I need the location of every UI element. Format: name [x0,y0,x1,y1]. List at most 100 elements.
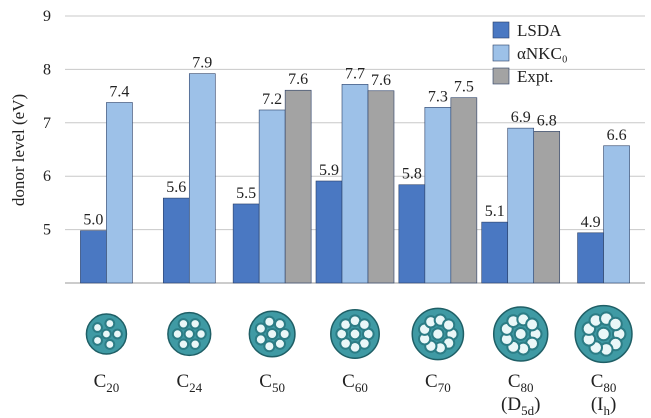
molecule-ring [263,340,276,353]
molecule-ring [278,327,291,341]
molecule-ring [254,333,267,346]
legend-swatch [492,21,510,39]
value-label: 7.5 [454,79,474,96]
x-tick-label-sub: 20 [106,380,119,395]
molecule-core [266,327,279,341]
x-tick-label: C20 [94,371,120,395]
bar [188,73,216,284]
x-tick-label-end: ) [534,394,540,415]
value-label: 5.8 [402,166,422,183]
x-tick-label-sub: 70 [438,380,451,395]
bar [232,203,260,284]
molecule-core [101,328,112,340]
x-tick-label-main: C [342,371,355,392]
molecule-ring [608,316,623,332]
molecule-ring [273,318,286,331]
x-tick-label-sub: 80 [603,380,616,395]
molecule-ring [177,318,190,330]
value-label: 7.2 [262,91,282,108]
x-tick-label-sub: 24 [189,380,203,395]
value-label: 7.6 [371,72,391,89]
bar [367,90,395,284]
x-tick-label-line2: (D5d) [501,394,540,418]
value-label: 7.3 [428,88,448,105]
x-tick-label-main: C [176,371,189,392]
molecule-ring [92,322,103,333]
value-label: 7.7 [345,65,365,82]
legend-label: αNKC₀ [517,44,568,63]
value-label: 7.4 [109,84,129,101]
molecule-core [431,327,445,341]
value-label: 6.8 [537,112,557,129]
molecule-core [183,328,195,340]
value-label: 7.6 [288,71,308,88]
x-tick-label-sub: 80 [521,380,534,395]
molecule-ring [104,318,116,329]
x-tick-label-sub: h [603,403,610,418]
value-label: 4.9 [581,214,601,231]
molecule-ring [358,318,371,331]
x-tick-label: C60 [342,371,368,395]
value-label: 5.0 [83,212,103,229]
bar [162,197,190,284]
molecule-icon [167,311,212,357]
value-label: 5.9 [319,162,339,179]
molecule-ring [525,317,540,332]
y-axis-label: donor level (eV) [9,94,28,206]
bar [481,221,509,284]
legend-label: Expt. [517,67,553,86]
x-tick-label-main: C [94,371,107,392]
x-tick-label-main: C [591,371,604,392]
bar [341,84,369,284]
molecule-ring [263,315,276,328]
bar [106,102,133,284]
x-tick-label: C50 [259,371,285,395]
molecule-ring [273,337,286,350]
bar [398,184,426,284]
x-tick-label-main: C [508,371,521,392]
molecule-ring [104,339,116,350]
molecule-ring [177,338,190,350]
value-label: 6.6 [607,127,627,144]
x-tick-label-sub: 5d [521,403,535,418]
molecule-icon [85,313,128,355]
molecule-icon [574,304,633,364]
x-tick-label: C80 [508,371,534,395]
bar [284,89,312,284]
bar [507,127,535,284]
bar [577,232,604,284]
y-tick-label: 6 [43,168,51,185]
x-tick-label-main: C [425,371,438,392]
molecule-ring [92,335,103,346]
value-label: 6.9 [511,109,531,126]
y-tick-label: 9 [43,8,51,25]
bar [258,109,286,284]
molecule-icon [411,307,465,361]
molecule-ring [442,318,456,332]
x-tick-label-sub: 60 [355,380,368,395]
x-tick-label-line2: (Ih) [591,394,616,418]
x-tick-label: C24 [176,371,202,395]
molecule-ring [112,328,123,340]
legend-label: LSDA [517,21,562,40]
molecule-ring [254,322,267,335]
x-tick-label: C70 [425,371,451,395]
y-tick-label: 8 [43,61,51,78]
x-tick-label-sub: 50 [272,380,285,395]
molecule-ring [171,328,184,340]
y-tick-label: 5 [43,222,51,239]
value-label: 7.9 [192,55,212,72]
molecule-icon [330,309,380,359]
value-label: 5.1 [485,203,505,220]
x-tick-label-main: (D [501,394,521,415]
value-label: 5.5 [236,185,256,202]
legend-swatch [492,44,510,62]
molecule-core [596,326,611,342]
x-tick-label: C80 [591,371,617,395]
bar [424,107,452,284]
molecule-icon [248,310,296,358]
bar [450,97,478,284]
molecule-ring [189,338,201,350]
legend-swatch [492,67,510,85]
